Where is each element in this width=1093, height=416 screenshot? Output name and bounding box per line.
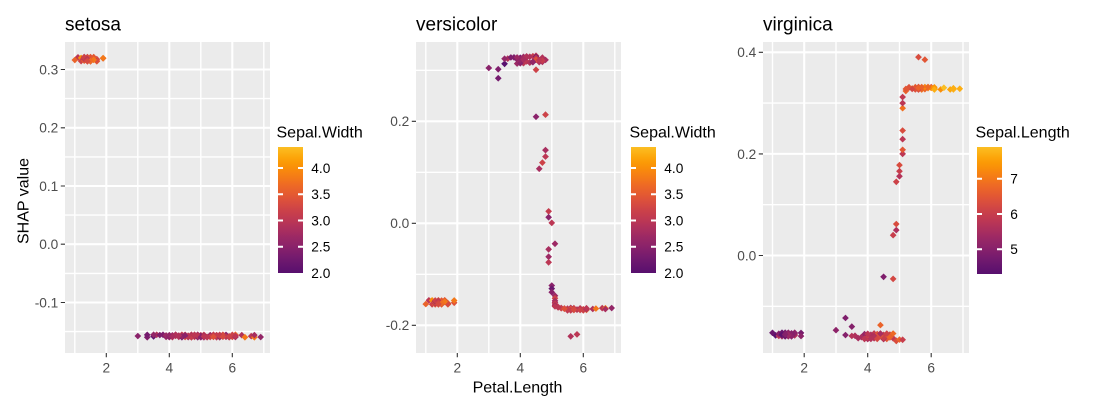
svg-text:3.5: 3.5 — [311, 187, 330, 202]
svg-text:6: 6 — [228, 361, 236, 376]
svg-text:6: 6 — [1010, 207, 1018, 222]
svg-text:7: 7 — [1010, 172, 1018, 187]
svg-text:2: 2 — [453, 361, 461, 376]
svg-text:2: 2 — [800, 361, 808, 376]
svg-text:0.0: 0.0 — [390, 216, 409, 231]
svg-text:0.2: 0.2 — [390, 114, 409, 129]
svg-text:-0.1: -0.1 — [35, 295, 59, 310]
svg-text:2.0: 2.0 — [664, 266, 683, 281]
svg-text:4.0: 4.0 — [311, 161, 330, 176]
svg-text:0.1: 0.1 — [39, 179, 58, 194]
svg-text:0.0: 0.0 — [39, 237, 58, 252]
svg-text:6: 6 — [927, 361, 935, 376]
svg-text:0.2: 0.2 — [39, 121, 58, 136]
svg-text:Sepal.Length: Sepal.Length — [976, 125, 1070, 142]
svg-text:versicolor: versicolor — [416, 15, 498, 36]
svg-text:4: 4 — [864, 361, 872, 376]
svg-text:4: 4 — [165, 361, 173, 376]
svg-text:6: 6 — [579, 361, 587, 376]
svg-text:4: 4 — [516, 361, 524, 376]
svg-text:0.0: 0.0 — [737, 248, 756, 263]
svg-text:2.5: 2.5 — [311, 240, 330, 255]
svg-text:0.2: 0.2 — [737, 147, 756, 162]
svg-text:3.5: 3.5 — [664, 187, 683, 202]
svg-text:0.3: 0.3 — [39, 62, 58, 77]
svg-text:5: 5 — [1010, 242, 1018, 257]
svg-text:4.0: 4.0 — [664, 161, 683, 176]
svg-text:Petal.Length: Petal.Length — [473, 380, 563, 397]
svg-text:-0.2: -0.2 — [386, 318, 410, 333]
svg-text:Sepal.Width: Sepal.Width — [277, 125, 363, 142]
svg-text:2: 2 — [102, 361, 110, 376]
svg-text:SHAP value: SHAP value — [16, 158, 33, 244]
svg-text:0.4: 0.4 — [737, 45, 756, 60]
svg-text:3.0: 3.0 — [664, 213, 683, 228]
svg-text:setosa: setosa — [65, 15, 121, 36]
svg-text:Sepal.Width: Sepal.Width — [630, 125, 716, 142]
svg-text:virginica: virginica — [763, 15, 833, 36]
svg-text:2.5: 2.5 — [664, 240, 683, 255]
svg-text:2.0: 2.0 — [311, 266, 330, 281]
svg-text:3.0: 3.0 — [311, 213, 330, 228]
